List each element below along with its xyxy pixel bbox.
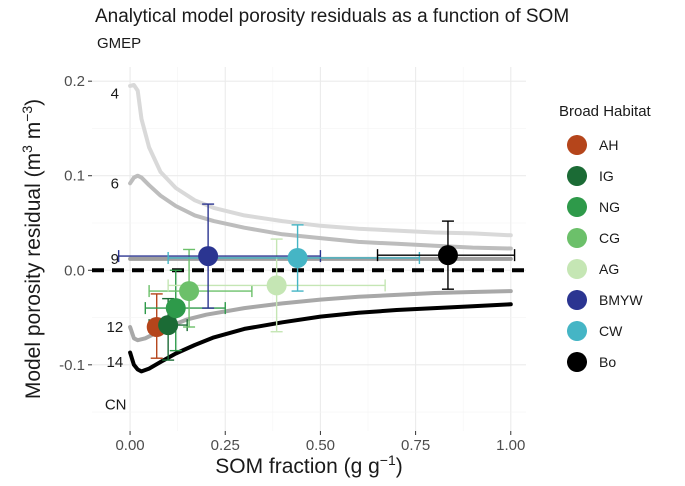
legend-label-Bo: Bo	[599, 354, 616, 370]
curve-label-14: 14	[106, 354, 123, 371]
legend-key-point	[567, 259, 587, 279]
legend-label-NG: NG	[599, 199, 620, 215]
curve-label-9: 9	[111, 251, 119, 268]
legend-key-point	[567, 352, 587, 372]
point-NG	[165, 298, 186, 319]
model-curve-14	[128, 302, 513, 374]
point-IG	[158, 315, 179, 336]
legend: AH IG NG CG AG BMYW CW Bo	[567, 135, 643, 372]
habitat-points	[146, 245, 458, 337]
y-tick-label: 0.0	[64, 262, 85, 279]
legend-item-CW: CW	[567, 321, 623, 341]
legend-item-CG: CG	[567, 228, 620, 248]
legend-key-point	[567, 290, 587, 310]
legend-key-point	[567, 321, 587, 341]
legend-key-point	[567, 197, 587, 217]
legend-label-CG: CG	[599, 230, 620, 246]
legend-item-IG: IG	[567, 166, 614, 186]
y-axis-ticks: -0.1 0.0 0.1 0.2	[59, 73, 92, 374]
legend-label-CW: CW	[599, 323, 623, 339]
chart-subtitle: GMEP	[97, 35, 141, 52]
curve-label-4: 4	[111, 85, 119, 102]
legend-item-NG: NG	[567, 197, 620, 217]
curve-labels: 4 6 9 12 14	[106, 85, 123, 371]
x-tick-label: 0.50	[306, 437, 335, 454]
legend-label-IG: IG	[599, 168, 614, 184]
y-tick-label: 0.2	[64, 73, 85, 90]
legend-title: Broad Habitat	[559, 103, 652, 120]
y-tick-label: -0.1	[59, 357, 85, 374]
point-CW	[287, 247, 308, 268]
model-curve-6	[128, 173, 513, 251]
legend-key-point	[567, 228, 587, 248]
corner-label-cn: CN	[105, 397, 127, 414]
x-tick-label: 0.75	[401, 437, 430, 454]
point-AG	[266, 275, 287, 296]
y-tick-label: 0.1	[64, 168, 85, 185]
error-bars	[117, 203, 516, 361]
legend-key-point	[567, 166, 587, 186]
legend-label-BMYW: BMYW	[599, 292, 643, 308]
x-axis-ticks: 0.00 0.25 0.50 0.75 1.00	[115, 431, 525, 454]
legend-item-Bo: Bo	[567, 352, 616, 372]
point-BMYW	[198, 246, 219, 267]
legend-key-point	[567, 135, 587, 155]
legend-label-AH: AH	[599, 137, 618, 153]
legend-item-BMYW: BMYW	[567, 290, 643, 310]
legend-item-AH: AH	[567, 135, 618, 155]
chart-title: Analytical model porosity residuals as a…	[95, 6, 569, 27]
curve-label-12: 12	[106, 319, 123, 336]
point-Bo	[437, 245, 458, 266]
x-tick-label: 0.00	[115, 437, 144, 454]
y-axis-title: Model porosity residual (m3 m−3)	[19, 99, 45, 399]
x-axis-title: SOM fraction (g g−1)	[215, 452, 403, 478]
x-tick-label: 0.25	[211, 437, 240, 454]
curve-label-6: 6	[111, 175, 119, 192]
legend-label-AG: AG	[599, 261, 619, 277]
point-CG	[179, 281, 200, 302]
legend-item-AG: AG	[567, 259, 619, 279]
model-curve-4	[128, 83, 513, 238]
x-tick-label: 1.00	[496, 437, 525, 454]
